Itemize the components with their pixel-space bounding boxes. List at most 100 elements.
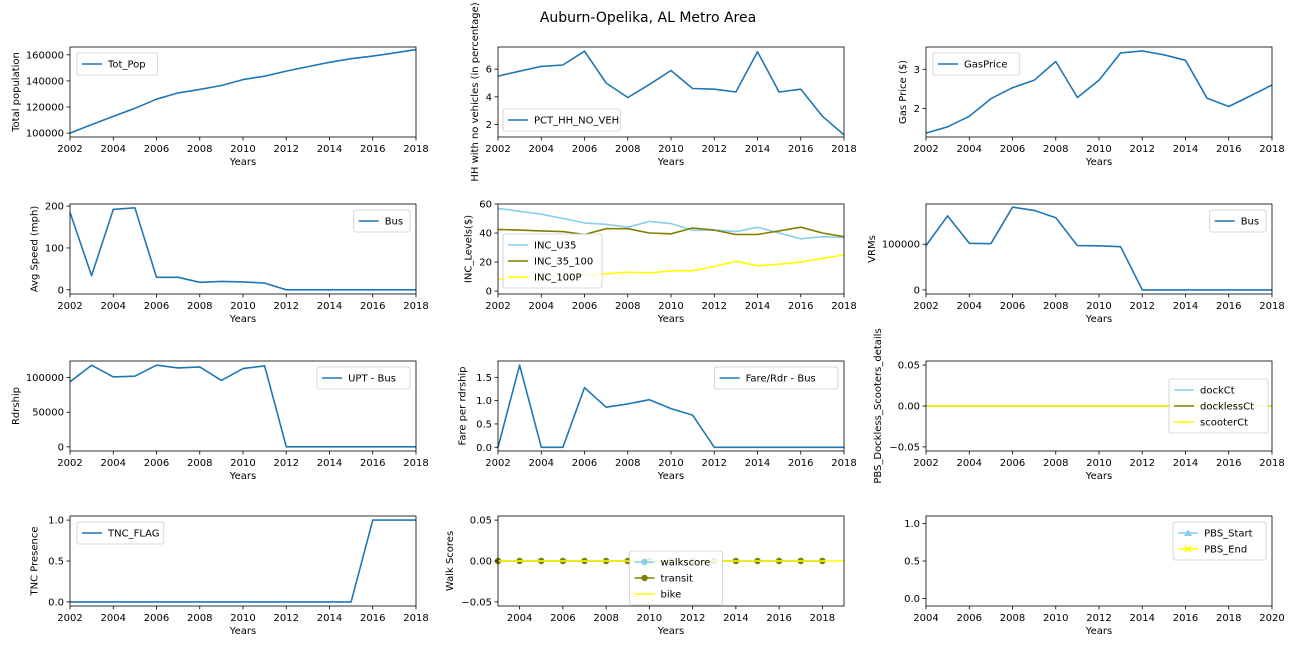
x-tick-label: 2018 xyxy=(831,458,856,469)
series-line xyxy=(497,50,845,136)
y-axis-label: Total population xyxy=(11,52,22,133)
y-tick-label: 0.05 xyxy=(898,361,920,372)
legend-label: bike xyxy=(661,590,682,601)
x-tick-label: 2004 xyxy=(529,144,554,155)
y-tick-label: 0.0 xyxy=(904,594,920,605)
legend-label: INC_35_100 xyxy=(534,257,593,268)
chart-panel: 2002 2004 2006 2008 2010 2012 2014 2016 2018 0.0 0… xyxy=(457,360,857,482)
y-tick-label: 0.05 xyxy=(470,516,492,527)
x-tick-label: 2016 xyxy=(1216,144,1241,155)
x-tick-label: 2020 xyxy=(1259,613,1284,624)
x-axis-label: Years xyxy=(1085,157,1112,168)
x-tick-label: 2016 xyxy=(1216,301,1241,312)
y-axis-label: Avg Speed (mph) xyxy=(29,206,40,293)
x-tick-label: 2016 xyxy=(1173,613,1198,624)
x-tick-label: 2002 xyxy=(913,144,938,155)
x-axis-label: Years xyxy=(229,157,256,168)
y-tick-label: 2 xyxy=(486,120,492,131)
x-tick-label: 2004 xyxy=(529,458,554,469)
x-tick-label: 2018 xyxy=(1259,301,1284,312)
x-tick-label: 2016 xyxy=(766,613,791,624)
legend-label: docklessCt xyxy=(1200,402,1254,413)
legend: Tot_Pop xyxy=(76,52,159,76)
legend: PBS_Start PBS_End xyxy=(1172,521,1267,561)
x-tick-label: 2004 xyxy=(101,613,126,624)
x-tick-label: 2010 xyxy=(230,613,255,624)
chart-panel: 2004 2006 2008 2010 2012 2014 2016 2018 2020 0.0 0… xyxy=(904,515,1285,637)
x-axis-label: Years xyxy=(657,314,684,325)
x-axis-label: Years xyxy=(657,471,684,482)
x-axis-label: Years xyxy=(229,314,256,325)
x-tick-label: 2012 xyxy=(1130,144,1155,155)
legend-marker xyxy=(1184,545,1192,553)
x-tick-label: 2006 xyxy=(1000,301,1025,312)
x-tick-label: 2002 xyxy=(57,301,82,312)
x-tick-label: 2012 xyxy=(274,458,299,469)
x-tick-label: 2006 xyxy=(144,458,169,469)
y-axis-label: PBS_Dockless_Scooters_details xyxy=(873,328,884,483)
legend-box xyxy=(76,521,165,545)
x-tick-label: 2012 xyxy=(702,144,727,155)
x-tick-label: 2006 xyxy=(144,613,169,624)
x-tick-label: 2016 xyxy=(360,301,385,312)
x-tick-label: 2006 xyxy=(957,613,982,624)
legend-label: dockCt xyxy=(1200,386,1235,397)
y-tick-label: 4 xyxy=(486,92,492,103)
y-tick-label: 100000 xyxy=(882,240,920,251)
legend-label: scooterCt xyxy=(1200,418,1248,429)
x-tick-label: 2014 xyxy=(1130,613,1155,624)
y-axis-label: TNC Presence xyxy=(29,527,40,597)
y-tick-label: 0 xyxy=(914,285,920,296)
x-tick-label: 2008 xyxy=(187,613,212,624)
x-tick-label: 2016 xyxy=(360,144,385,155)
x-tick-label: 2008 xyxy=(1043,458,1068,469)
legend-marker xyxy=(1184,529,1193,536)
x-tick-label: 2008 xyxy=(615,301,640,312)
legend: GasPrice xyxy=(932,52,1021,76)
x-tick-label: 2008 xyxy=(187,144,212,155)
legend-box xyxy=(502,108,621,132)
x-tick-label: 2006 xyxy=(572,144,597,155)
legend-label: PCT_HH_NO_VEH xyxy=(534,116,619,127)
chart-panel: 2002 2004 2006 2008 2010 2012 2014 2016 2018 −0.0… xyxy=(873,328,1285,483)
x-tick-label: 2018 xyxy=(831,144,856,155)
x-tick-label: 2016 xyxy=(360,613,385,624)
x-tick-label: 2012 xyxy=(1130,301,1155,312)
y-tick-label: 3 xyxy=(914,65,920,76)
x-tick-label: 2012 xyxy=(702,458,727,469)
y-tick-label: 100000 xyxy=(26,129,64,140)
x-tick-label: 2014 xyxy=(745,144,770,155)
chart-panel: 2002 2004 2006 2008 2010 2012 2014 2016 2018 0 100… xyxy=(29,202,428,325)
x-tick-label: 2006 xyxy=(144,301,169,312)
x-tick-label: 2004 xyxy=(957,144,982,155)
series-line xyxy=(69,364,416,448)
x-tick-label: 2004 xyxy=(101,144,126,155)
legend-box xyxy=(353,209,411,233)
x-tick-label: 2010 xyxy=(637,613,662,624)
x-tick-label: 2004 xyxy=(957,458,982,469)
series-line xyxy=(925,50,1273,134)
y-tick-label: 100000 xyxy=(26,373,64,384)
x-tick-label: 2018 xyxy=(403,458,428,469)
series-line xyxy=(69,48,417,134)
x-tick-label: 2014 xyxy=(317,458,342,469)
x-tick-label: 2016 xyxy=(788,301,813,312)
x-tick-label: 2010 xyxy=(658,301,683,312)
legend-label: Fare/Rdr - Bus xyxy=(746,374,816,385)
x-tick-label: 2012 xyxy=(274,613,299,624)
y-axis-label: HH with no vehicles (in percentage) xyxy=(470,2,481,181)
x-tick-label: 2010 xyxy=(1086,301,1111,312)
legend: INC_U35 INC_35_100 INC_100P xyxy=(502,233,603,289)
x-tick-label: 2014 xyxy=(317,144,342,155)
y-tick-label: 0.5 xyxy=(48,557,64,568)
x-tick-label: 2008 xyxy=(615,144,640,155)
y-tick-label: 0.0 xyxy=(476,443,492,454)
y-tick-label: 20 xyxy=(479,258,492,269)
y-tick-label: −0.05 xyxy=(461,597,492,608)
x-tick-label: 2006 xyxy=(572,458,597,469)
legend-marker xyxy=(641,558,648,566)
x-tick-label: 2002 xyxy=(57,458,82,469)
x-tick-label: 2004 xyxy=(507,613,532,624)
x-tick-label: 2008 xyxy=(187,301,212,312)
x-tick-label: 2008 xyxy=(1043,144,1068,155)
